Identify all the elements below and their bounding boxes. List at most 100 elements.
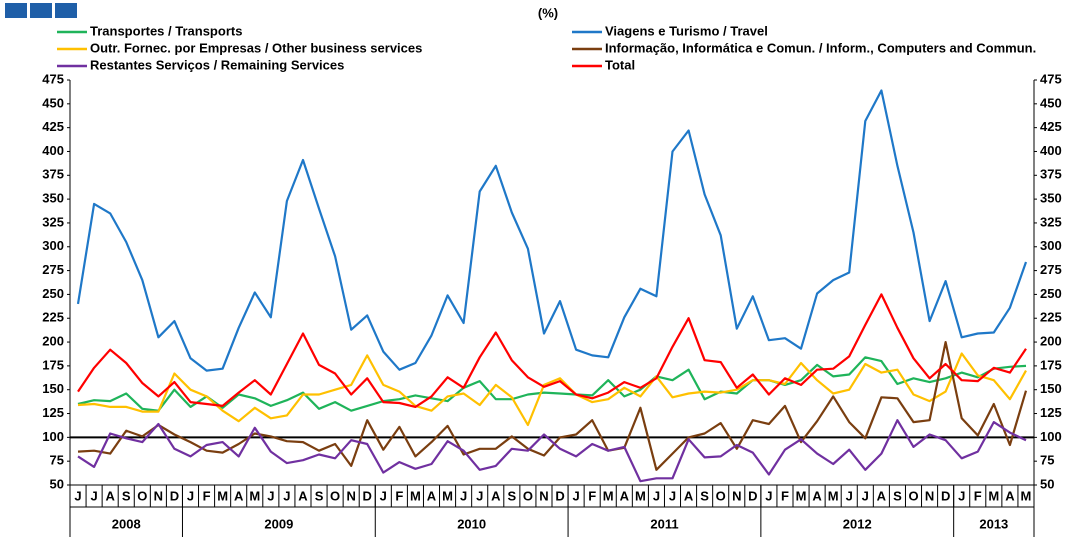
- y-tick-label: 450: [42, 95, 64, 110]
- x-tick-label: O: [716, 488, 726, 503]
- y-tick-label: 350: [42, 191, 64, 206]
- x-tick-label: J: [476, 488, 483, 503]
- x-tick-label: J: [958, 488, 965, 503]
- y2-tick-label: 400: [1040, 143, 1062, 158]
- y2-tick-label: 425: [1040, 119, 1062, 134]
- x-tick-label: D: [170, 488, 179, 503]
- y2-tick-label: 200: [1040, 333, 1062, 348]
- x-tick-label: M: [988, 488, 999, 503]
- y-tick-label: 400: [42, 143, 64, 158]
- y-tick-label: 225: [42, 310, 64, 325]
- series-line: [76, 89, 1028, 372]
- x-tick-label: A: [427, 488, 437, 503]
- x-tick-label: F: [395, 488, 403, 503]
- y-tick-label: 50: [50, 476, 64, 491]
- x-tick-label: M: [828, 488, 839, 503]
- x-tick-label: J: [90, 488, 97, 503]
- y2-tick-label: 325: [1040, 214, 1062, 229]
- chart-title: (%): [538, 5, 558, 20]
- x-tick-label: O: [330, 488, 340, 503]
- legend-label: Viagens e Turismo / Travel: [605, 23, 768, 38]
- y2-tick-label: 50: [1040, 476, 1054, 491]
- x-tick-label: J: [283, 488, 290, 503]
- x-tick-label: A: [105, 488, 115, 503]
- x-tick-label: S: [893, 488, 902, 503]
- series-line: [77, 341, 1028, 471]
- y2-tick-label: 150: [1040, 381, 1062, 396]
- x-tick-label: O: [908, 488, 918, 503]
- x-tick-label: M: [410, 488, 421, 503]
- x-tick-label: S: [315, 488, 324, 503]
- x-tick-label: J: [460, 488, 467, 503]
- x-tick-label: F: [588, 488, 596, 503]
- x-tick-label: N: [539, 488, 548, 503]
- x-tick-label: M: [796, 488, 807, 503]
- series-line: [77, 356, 1027, 412]
- x-tick-label: N: [154, 488, 163, 503]
- y2-tick-label: 475: [1040, 71, 1062, 86]
- y-tick-label: 375: [42, 167, 64, 182]
- y-tick-label: 300: [42, 238, 64, 253]
- x-tick-label: J: [572, 488, 579, 503]
- year-label: 2009: [264, 516, 293, 531]
- y-tick-label: 325: [42, 214, 64, 229]
- x-tick-label: A: [684, 488, 694, 503]
- y-tick-label: 200: [42, 333, 64, 348]
- series-line: [77, 352, 1027, 427]
- year-label: 2010: [457, 516, 486, 531]
- x-tick-label: A: [234, 488, 244, 503]
- y2-tick-label: 275: [1040, 262, 1062, 277]
- x-tick-label: A: [812, 488, 822, 503]
- x-tick-label: N: [925, 488, 934, 503]
- x-tick-label: D: [941, 488, 950, 503]
- x-tick-label: A: [1005, 488, 1015, 503]
- x-tick-label: F: [781, 488, 789, 503]
- y2-tick-label: 225: [1040, 310, 1062, 325]
- logo-block: [30, 3, 52, 18]
- y-tick-label: 475: [42, 71, 64, 86]
- x-tick-label: M: [249, 488, 260, 503]
- year-label: 2013: [979, 516, 1008, 531]
- legend-label: Informação, Informática e Comun. / Infor…: [605, 40, 1036, 55]
- x-tick-label: J: [846, 488, 853, 503]
- logo-block: [55, 3, 77, 18]
- y2-tick-label: 375: [1040, 167, 1062, 182]
- x-tick-label: M: [442, 488, 453, 503]
- legend-label: Transportes / Transports: [90, 23, 242, 38]
- x-tick-label: F: [974, 488, 982, 503]
- x-tick-label: A: [877, 488, 887, 503]
- y2-tick-label: 350: [1040, 191, 1062, 206]
- x-tick-label: J: [765, 488, 772, 503]
- year-label: 2008: [112, 516, 141, 531]
- y-tick-label: 100: [42, 429, 64, 444]
- x-tick-label: J: [862, 488, 869, 503]
- x-tick-label: O: [137, 488, 147, 503]
- legend-label: Total: [605, 57, 635, 72]
- y2-tick-label: 300: [1040, 238, 1062, 253]
- x-tick-label: O: [523, 488, 533, 503]
- x-tick-label: D: [748, 488, 757, 503]
- x-tick-label: S: [122, 488, 131, 503]
- x-tick-label: A: [491, 488, 501, 503]
- logo-block: [5, 3, 27, 18]
- year-label: 2012: [843, 516, 872, 531]
- y-tick-label: 150: [42, 381, 64, 396]
- y2-tick-label: 450: [1040, 95, 1062, 110]
- series-line: [77, 419, 1027, 483]
- x-tick-label: J: [380, 488, 387, 503]
- x-tick-label: J: [653, 488, 660, 503]
- y-tick-label: 75: [50, 453, 64, 468]
- x-tick-label: D: [363, 488, 372, 503]
- x-tick-label: N: [732, 488, 741, 503]
- year-label: 2011: [650, 516, 678, 531]
- y-tick-label: 275: [42, 262, 64, 277]
- x-tick-label: F: [203, 488, 211, 503]
- series-line: [77, 293, 1027, 408]
- x-tick-label: S: [700, 488, 709, 503]
- y-tick-label: 125: [42, 405, 64, 420]
- y-tick-label: 175: [42, 357, 64, 372]
- y-tick-label: 250: [42, 286, 64, 301]
- x-tick-label: A: [620, 488, 630, 503]
- y2-tick-label: 250: [1040, 286, 1062, 301]
